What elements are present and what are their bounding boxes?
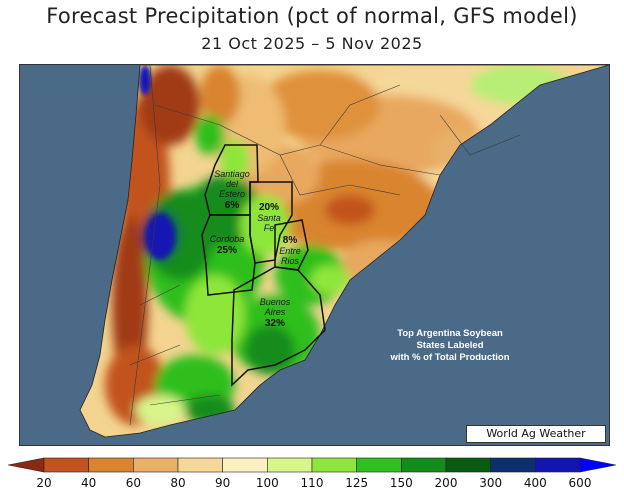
legend-swatch [490, 457, 536, 473]
legend-swatch [401, 457, 447, 473]
state-label-buenos-aires: Buenos Aires 32% [260, 297, 291, 329]
state-label-entre-rios: 8% Entre Rios [279, 235, 301, 266]
precipitation-map: Santiago del Estero 6% 20% Santa Fe Cord… [19, 64, 610, 446]
legend-tick-label: 100 [256, 476, 279, 490]
state-pct: 32% [265, 318, 285, 329]
state-name-line: Estero [219, 189, 245, 199]
legend-tick-label: 300 [479, 476, 502, 490]
legend-swatch [43, 457, 89, 473]
state-name-line: Entre [279, 246, 301, 256]
state-pct: 25% [217, 245, 237, 256]
state-label-santa-fe: 20% Santa Fe [257, 202, 281, 233]
buenos-aires-outline [231, 266, 326, 387]
legend-tick-label: 125 [345, 476, 368, 490]
state-name-line: Rios [281, 256, 300, 266]
legend-tick-label: 20 [36, 476, 51, 490]
legend-tick-label: 90 [215, 476, 230, 490]
legend-arrow-low [7, 457, 45, 473]
map-svg: Santiago del Estero 6% 20% Santa Fe Cord… [20, 65, 609, 445]
note-line: Top Argentina Soybean [397, 328, 503, 339]
cordoba-outline [201, 214, 256, 296]
note-line: with % of Total Production [390, 352, 510, 363]
legend-swatch [133, 457, 179, 473]
legend-tick-label: 200 [435, 476, 458, 490]
map-title: Forecast Precipitation (pct of normal, G… [46, 4, 578, 28]
legend-tick-label: 600 [569, 476, 592, 490]
credit-label: World Ag Weather [466, 425, 606, 443]
date-range: 21 Oct 2025 – 5 Nov 2025 [201, 34, 423, 53]
state-pct: 8% [283, 235, 298, 246]
legend-tick-label: 80 [170, 476, 185, 490]
state-name-line: Buenos [260, 297, 291, 307]
legend-tick-label: 110 [301, 476, 324, 490]
legend-swatch [445, 457, 491, 473]
legend-swatch [222, 457, 268, 473]
state-name-line: Santa [257, 213, 281, 223]
legend-tick-label: 400 [524, 476, 547, 490]
state-pct: 20% [259, 202, 279, 213]
state-name-line: Fe [264, 223, 275, 233]
soybean-state-outlines [201, 144, 326, 387]
state-name-line: Aires [264, 307, 286, 317]
legend-swatch [267, 457, 313, 473]
borders [129, 65, 521, 426]
state-label-cordoba: Cordoba 25% [210, 234, 245, 256]
legend-arrow-high [579, 457, 617, 473]
legend-swatch [177, 457, 223, 473]
color-legend: 20 40 60 80 90 100 110 125 150 200 300 400 600 [7, 456, 617, 492]
legend-swatch [311, 457, 357, 473]
legend-tick-label: 40 [81, 476, 96, 490]
legend-svg: 20 40 60 80 90 100 110 125 150 200 300 400 600 [7, 457, 617, 490]
legend-swatch [535, 457, 581, 473]
state-label-santiago: Santiago del Estero 6% [214, 169, 250, 211]
state-name-line: Santiago [214, 169, 250, 179]
legend-swatch [88, 457, 134, 473]
legend-tick-label: 60 [126, 476, 141, 490]
note-line: States Labeled [416, 340, 484, 351]
legend-swatch [356, 457, 402, 473]
state-pct: 6% [225, 200, 240, 211]
state-name-line: Cordoba [210, 234, 245, 244]
soybean-note: Top Argentina Soybean States Labeled wit… [360, 328, 540, 364]
legend-tick-label: 150 [390, 476, 413, 490]
state-name-line: del [226, 179, 239, 189]
